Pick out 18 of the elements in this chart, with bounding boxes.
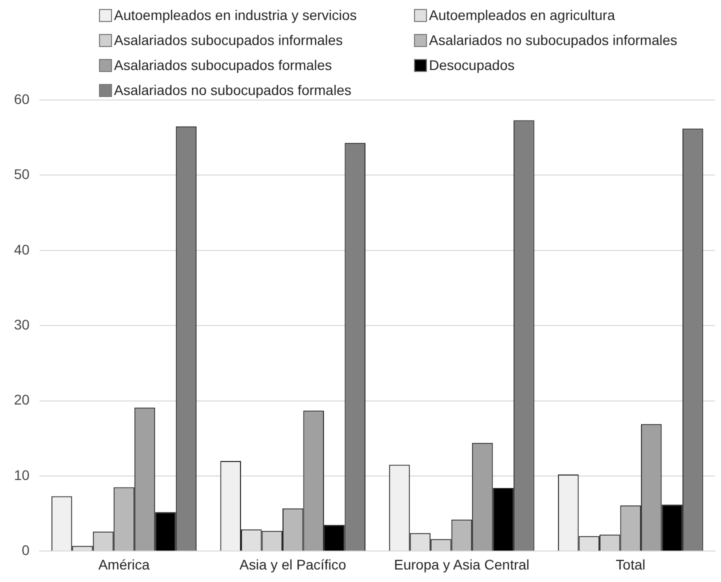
x-tick-label: Total: [616, 556, 646, 572]
y-tick-label: 30: [14, 316, 30, 332]
x-tick-label: América: [98, 556, 150, 572]
legend-label: Desocupados: [429, 57, 515, 73]
x-tick-label: Europa y Asia Central: [394, 556, 530, 572]
y-tick-label: 50: [14, 166, 30, 182]
y-tick-label: 20: [14, 392, 30, 408]
x-tick-label: Asia y el Pacífico: [240, 556, 346, 572]
legend-label: Asalariados no subocupados informales: [429, 32, 678, 48]
legend-label: Asalariados subocupados formales: [114, 57, 332, 73]
y-tick-label: 40: [14, 241, 30, 258]
y-tick-label: 0: [22, 542, 30, 558]
y-tick-label: 60: [14, 90, 30, 107]
y-tick-label: 10: [14, 466, 30, 483]
legend-label: Asalariados no subocupados formales: [114, 82, 352, 98]
legend-label: Asalariados subocupados informales: [114, 32, 343, 48]
legend-label: Autoempleados en agricultura: [429, 7, 616, 23]
legend-label: Autoempleados en industria y servicios: [114, 7, 357, 23]
